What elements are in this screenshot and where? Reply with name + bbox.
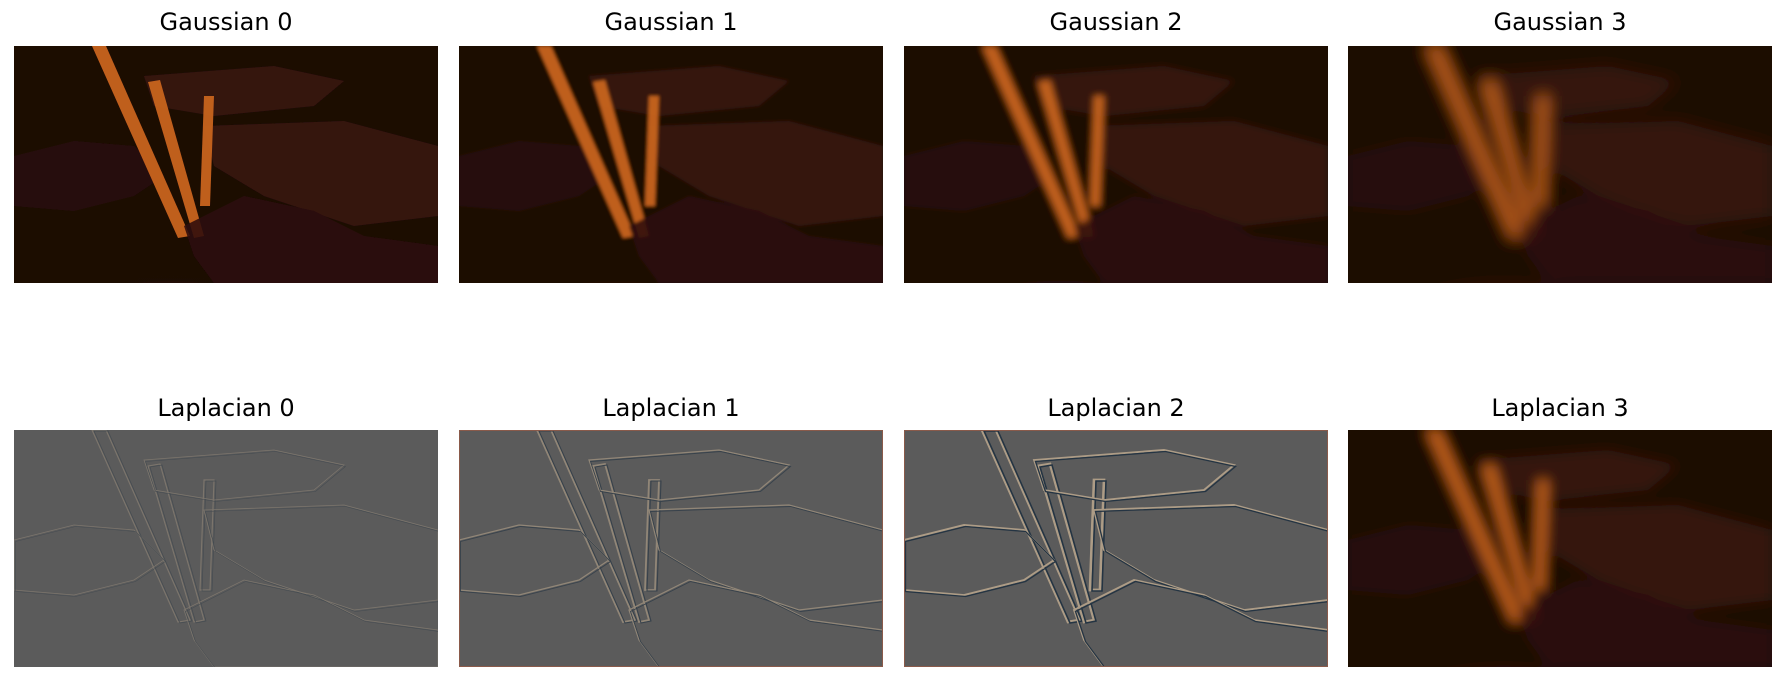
panel-title-laplacian-2: Laplacian 2 (1047, 394, 1185, 422)
panel-title-laplacian-0: Laplacian 0 (157, 394, 295, 422)
panel-title-gaussian-2: Gaussian 2 (1049, 8, 1183, 36)
laplacian-image-2-svg (904, 430, 1328, 667)
gaussian-image-2-svg (904, 46, 1328, 283)
laplacian-image-1 (459, 430, 883, 667)
laplacian-image-3-svg (1348, 430, 1772, 667)
gaussian-image-1 (459, 46, 883, 283)
panel-title-laplacian-1: Laplacian 1 (602, 394, 740, 422)
laplacian-image-0-svg (14, 430, 438, 667)
gaussian-image-0 (14, 46, 438, 283)
panel-title-laplacian-3: Laplacian 3 (1491, 394, 1629, 422)
panel-title-gaussian-0: Gaussian 0 (159, 8, 293, 36)
panel-title-gaussian-3: Gaussian 3 (1493, 8, 1627, 36)
laplacian-image-3 (1348, 430, 1772, 667)
laplacian-image-1-svg (459, 430, 883, 667)
laplacian-image-2 (904, 430, 1328, 667)
gaussian-image-1-svg (459, 46, 883, 283)
gaussian-image-2 (904, 46, 1328, 283)
gaussian-image-3 (1348, 46, 1772, 283)
gaussian-image-3-svg (1348, 46, 1772, 283)
panel-title-gaussian-1: Gaussian 1 (604, 8, 738, 36)
laplacian-image-0 (14, 430, 438, 667)
gaussian-image-0-svg (14, 46, 438, 283)
